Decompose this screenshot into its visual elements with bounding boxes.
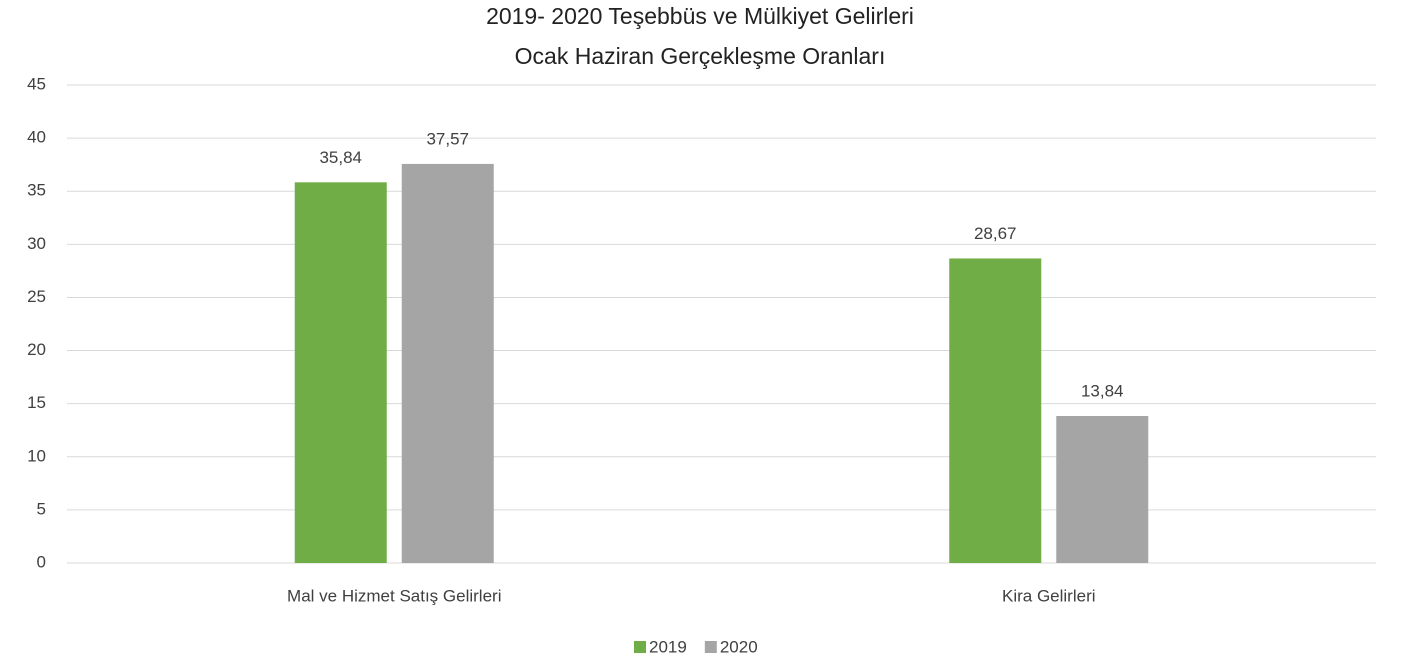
y-tick-label: 5 [37, 499, 46, 518]
bar [949, 258, 1042, 563]
data-label: 28,67 [974, 224, 1017, 243]
y-tick-label: 45 [27, 74, 46, 93]
y-tick-label: 15 [27, 393, 46, 412]
x-tick-label: Kira Gelirleri [1002, 586, 1096, 605]
data-label: 35,84 [319, 148, 362, 167]
legend-label: 2020 [720, 637, 758, 656]
y-tick-label: 0 [37, 552, 46, 571]
legend-label: 2019 [649, 637, 687, 656]
y-tick-label: 30 [27, 234, 46, 253]
chart-title: Ocak Haziran Gerçekleşme Oranları [515, 43, 886, 69]
y-tick-label: 10 [27, 446, 46, 465]
x-tick-label: Mal ve Hizmet Satış Gelirleri [287, 586, 501, 605]
y-tick-label: 35 [27, 181, 46, 200]
legend-swatch [634, 641, 646, 653]
data-label: 13,84 [1081, 381, 1124, 400]
chart-title: 2019- 2020 Teşebbüs ve Mülkiyet Gelirler… [486, 3, 914, 29]
data-label: 37,57 [426, 129, 469, 148]
bar [294, 182, 387, 563]
y-tick-label: 40 [27, 128, 46, 147]
bar [401, 163, 494, 564]
y-tick-label: 25 [27, 287, 46, 306]
legend-swatch [704, 641, 717, 653]
bar [1056, 415, 1149, 563]
y-tick-label: 20 [27, 340, 46, 359]
